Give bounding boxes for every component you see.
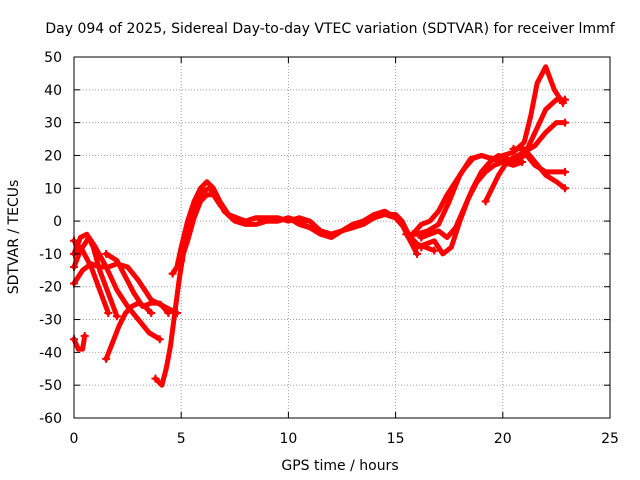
series-line-track-7 [71,333,88,352]
x-axis-label: GPS time / hours [281,458,398,474]
data-point-marker [430,246,439,255]
data-point-marker [177,256,186,265]
data-point-marker [408,230,417,239]
grid [74,57,610,418]
y-tick-label: 20 [44,148,62,164]
data-point-marker [168,269,177,278]
data-point-marker [147,308,156,317]
y-tick-label: 30 [44,116,62,132]
y-tick-label: -20 [39,280,62,296]
y-tick-label: -40 [39,345,62,361]
x-tick-label: 0 [70,431,79,447]
plot-frame [73,56,611,419]
data-point-marker [102,354,111,363]
y-axis-label: SDTVAR / TECUs [6,180,22,295]
x-tick-label: 25 [601,431,619,447]
data-point-marker [417,233,426,242]
data-point-marker [560,184,569,193]
data-point-marker [509,144,518,153]
series-line-track-15 [483,149,568,204]
data-point-marker [164,308,173,317]
y-tick-label: 10 [44,181,62,197]
x-tick-label: 5 [177,431,186,447]
y-tick-label: 50 [44,50,62,66]
data-point-marker [104,308,113,317]
x-tick-label: 10 [279,431,297,447]
y-tick-label: -50 [39,378,62,394]
series-line-track-13 [414,120,568,257]
x-tick-label: 20 [494,431,512,447]
data-point-marker [560,167,569,176]
data-point-marker [112,312,121,321]
y-tick-label: -60 [39,411,62,427]
data-point-marker [413,243,422,252]
tick-group: 0 5 10 15 20 25 -60 -50 -40 -30 -20 -10 0 10 20 30 40 50 [39,50,619,447]
series-line-track-6 [103,300,154,362]
series-line-track-9 [170,179,437,277]
series-line-track-3 [71,238,111,316]
series-line-track-14 [418,97,568,240]
series-line-track-16 [511,146,568,191]
series-line-track-11 [403,64,566,237]
data-point-marker [560,118,569,127]
series-group [70,64,569,388]
series-line-track-5 [103,251,171,316]
data-point-marker [155,335,164,344]
y-tick-label: 0 [53,214,62,230]
data-point-marker [80,331,89,340]
data-point-marker [102,249,111,258]
series-line-track-10 [178,192,420,263]
y-tick-label: -30 [39,313,62,329]
data-point-marker [151,374,160,383]
y-tick-label: 40 [44,83,62,99]
y-tick-label: -10 [39,247,62,263]
chart-title: Day 094 of 2025, Sidereal Day-to-day VTE… [45,21,615,37]
data-point-marker [560,95,569,104]
series-line-track-2 [71,235,163,342]
x-tick-label: 15 [387,431,405,447]
data-point-marker [481,197,490,206]
